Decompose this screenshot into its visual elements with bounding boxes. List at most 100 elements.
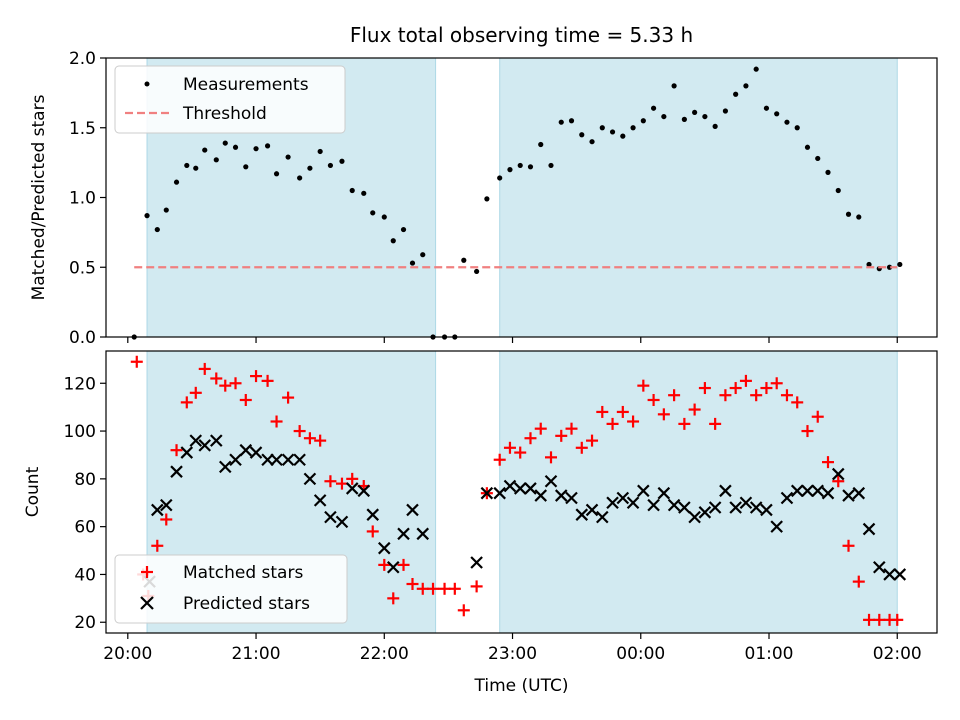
matched-stars-point xyxy=(151,539,164,552)
x-stroke-2 xyxy=(821,486,835,500)
measurement-point xyxy=(163,207,169,213)
x-stroke-2 xyxy=(708,501,722,514)
matched-stars-point xyxy=(616,405,629,418)
predicted-stars-point xyxy=(790,484,804,498)
x-stroke-2 xyxy=(729,501,742,514)
x-stroke-2 xyxy=(303,472,317,486)
predicted-stars-point xyxy=(345,482,359,495)
y-tick-label: 0.0 xyxy=(69,328,96,348)
bottom-y-ticks: 20 40 60 80 100 120 xyxy=(64,374,106,633)
x-stroke-2 xyxy=(585,503,599,517)
measurement-point xyxy=(213,157,219,163)
x-tick-label: 02:00 xyxy=(873,644,922,664)
matched-stars-point xyxy=(416,582,429,595)
matched-stars-point xyxy=(378,558,391,571)
measurement-point xyxy=(681,116,687,122)
predicted-stars-point xyxy=(811,484,825,498)
predicted-stars-point xyxy=(893,568,907,581)
predicted-stars-point xyxy=(210,434,223,447)
x-stroke-2 xyxy=(688,510,701,524)
matched-stars-point xyxy=(503,441,516,454)
matched-stars-point xyxy=(229,377,242,390)
matched-stars-point xyxy=(457,604,470,617)
x-stroke-2 xyxy=(749,501,763,514)
x-stroke-2 xyxy=(313,494,327,507)
predicted-stars-point xyxy=(770,520,783,533)
measurement-point xyxy=(702,113,708,120)
predicted-stars-point xyxy=(852,486,866,500)
matched-stars-point xyxy=(189,386,202,399)
bottom-x-ticks: 20:00 21:00 22:00 23:00 00:00 01:00 02:00 xyxy=(103,633,922,664)
matched-stars-point xyxy=(637,379,650,392)
x-stroke-2 xyxy=(470,556,483,569)
legend-matched-label: Matched stars xyxy=(183,563,303,583)
bottom-y-axis-label: Count xyxy=(23,466,43,517)
y-tick-label: 120 xyxy=(64,374,96,394)
measurement-point xyxy=(253,146,259,152)
matched-stars-point xyxy=(750,389,763,402)
matched-stars-point xyxy=(565,422,578,435)
x-stroke-2 xyxy=(616,491,630,505)
x-stroke-2 xyxy=(503,479,517,493)
predicted-stars-point xyxy=(688,510,701,524)
matched-stars-point xyxy=(811,410,824,423)
matched-stars-point xyxy=(314,434,327,447)
legend-matched-marker xyxy=(141,566,153,578)
legend-threshold-label: Threshold xyxy=(182,104,267,124)
x-stroke-2 xyxy=(513,482,527,495)
x-stroke-2 xyxy=(596,510,609,524)
x-stroke-2 xyxy=(678,501,691,514)
matched-stars-point xyxy=(647,393,660,406)
predicted-stars-point xyxy=(544,474,558,488)
x-stroke-2 xyxy=(739,496,753,510)
x-tick-label: 23:00 xyxy=(488,644,537,664)
top-legend-box xyxy=(114,65,346,134)
matched-stars-point xyxy=(863,613,876,626)
top-data-marks xyxy=(131,66,903,340)
x-stroke-2 xyxy=(780,491,794,505)
measurement-point xyxy=(722,108,729,114)
measurement-point xyxy=(232,144,239,150)
predicted-stars-point xyxy=(218,460,232,474)
matched-stars-point xyxy=(760,382,773,395)
x-stroke-2 xyxy=(883,568,896,581)
predicted-stars-point xyxy=(293,453,306,467)
matched-stars-point xyxy=(891,613,904,626)
predicted-stars-point xyxy=(406,503,419,517)
predicted-stars-point xyxy=(189,434,203,447)
predicted-stars-point xyxy=(739,496,753,510)
x-stroke-2 xyxy=(357,484,371,498)
measurement-point xyxy=(692,109,698,116)
measurement-point xyxy=(630,125,636,131)
measurement-point xyxy=(307,165,313,171)
x-stroke-2 xyxy=(378,541,391,555)
measurement-point xyxy=(650,105,657,111)
predicted-stars-point xyxy=(170,465,183,478)
measurement-point xyxy=(886,264,893,270)
predicted-stars-point xyxy=(780,491,794,505)
measurement-point xyxy=(264,143,271,149)
legend-measurements-marker xyxy=(144,81,150,87)
x-stroke-2 xyxy=(210,434,223,447)
matched-stars-point xyxy=(324,475,337,488)
measurement-point xyxy=(517,162,523,169)
x-stroke-2 xyxy=(324,510,337,524)
predicted-stars-point xyxy=(667,498,681,512)
x-tick-label: 22:00 xyxy=(360,644,409,664)
matched-stars-point xyxy=(210,372,223,385)
measurement-point xyxy=(671,83,677,89)
x-stroke-2 xyxy=(893,568,907,581)
x-stroke-2 xyxy=(637,484,650,498)
measurement-point xyxy=(222,140,228,146)
predicted-stars-point xyxy=(626,496,640,510)
x-stroke-2 xyxy=(667,498,681,512)
matched-stars-point xyxy=(427,582,440,595)
predicted-stars-point xyxy=(261,453,274,467)
predicted-stars-point xyxy=(151,503,164,517)
measurement-point xyxy=(640,118,646,124)
predicted-stars-point xyxy=(534,489,548,502)
measurement-point xyxy=(390,238,396,244)
predicted-stars-point xyxy=(335,515,349,529)
predicted-stars-point xyxy=(565,491,578,505)
measurement-point xyxy=(743,83,749,89)
